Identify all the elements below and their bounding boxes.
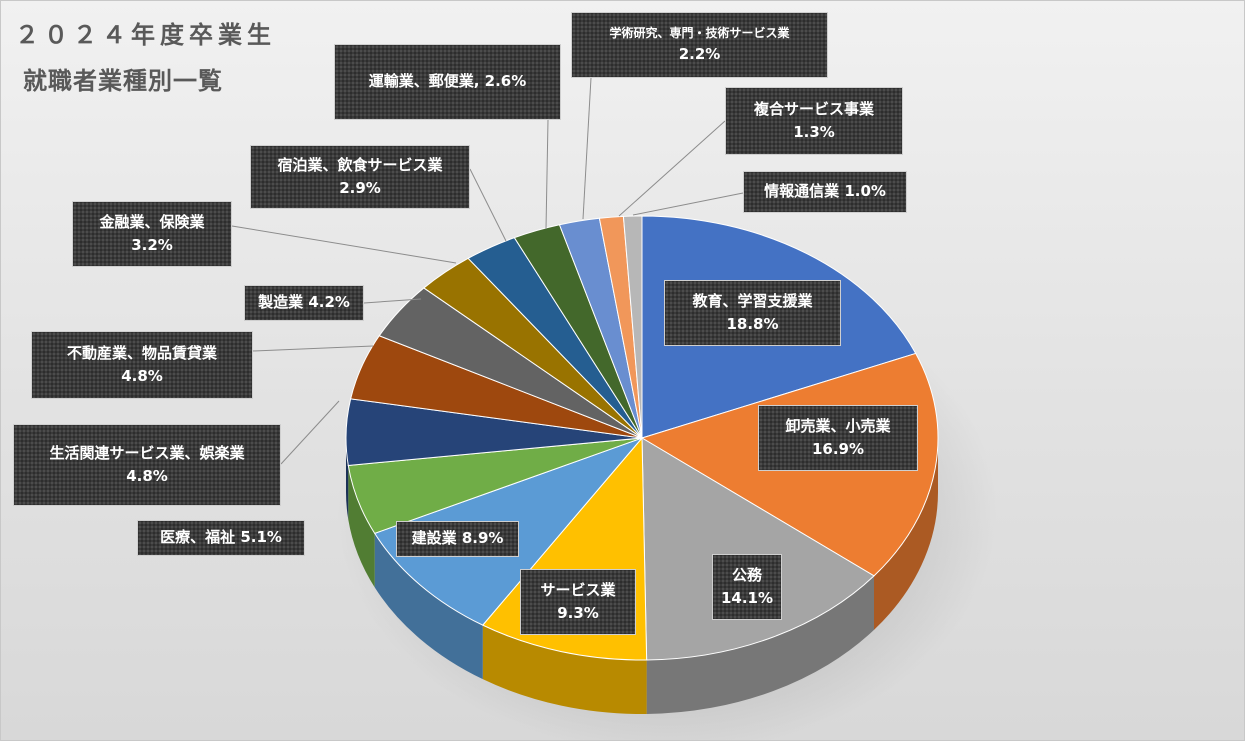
data-label-category: 製造業	[258, 293, 304, 312]
data-label-category: 生活関連サービス業、娯楽業	[49, 443, 245, 462]
data-label-category: 複合サービス事業	[753, 99, 874, 118]
data-label-13: 複合サービス事業 1.3%	[725, 87, 903, 155]
data-label-value: 1.3%	[793, 123, 835, 141]
data-label-4: 建設業 8.9%	[396, 521, 519, 557]
data-label-category: 学術研究、専門・技術サービス業	[609, 26, 790, 41]
leader-line-11	[545, 119, 549, 230]
data-label-category: 医療、福祉	[160, 528, 236, 547]
data-label-value: 18.8%	[726, 315, 779, 333]
pie-side-1	[874, 438, 938, 630]
chart-subtitle: 就職者業種別一覧	[23, 67, 223, 95]
data-label-separator: ,	[473, 72, 485, 91]
data-label-2: 公務 14.1%	[712, 554, 782, 620]
data-label-row: 運輸業、郵便業, 2.6%	[369, 70, 527, 93]
data-label-6: 生活関連サービス業、娯楽業 4.8%	[13, 424, 281, 506]
data-label-12: 学術研究、専門・技術サービス業 2.2%	[571, 12, 828, 78]
data-label-9: 金融業、保険業 3.2%	[72, 201, 232, 267]
data-label-value: 4.8%	[126, 467, 168, 485]
pie-side-4	[374, 533, 483, 680]
data-label-7: 不動産業、物品賃貸業 4.8%	[31, 331, 253, 399]
data-label-category: 金融業、保険業	[99, 212, 205, 231]
data-label-5: 医療、福祉 5.1%	[137, 520, 305, 556]
data-label-10: 宿泊業、飲食サービス業 2.9%	[250, 145, 470, 209]
data-label-value: 4.8%	[121, 367, 163, 385]
data-label-3: サービス業 9.3%	[520, 569, 636, 635]
leader-line-10	[469, 168, 507, 242]
data-label-11: 運輸業、郵便業, 2.6%	[334, 44, 561, 120]
data-label-row: 製造業 4.2%	[258, 291, 350, 314]
data-label-category: 建設業	[411, 529, 457, 548]
data-label-14: 情報通信業 1.0%	[743, 171, 907, 213]
leader-line-8	[363, 298, 422, 304]
data-label-value: 4.2%	[308, 293, 350, 312]
data-label-category: 宿泊業、飲食サービス業	[277, 155, 443, 174]
data-label-value: 5.1%	[240, 528, 282, 547]
data-label-value: 3.2%	[131, 236, 173, 254]
pie-side-2	[646, 575, 875, 714]
data-label-category: 卸売業、小売業	[785, 416, 891, 435]
pie-side-3	[482, 625, 647, 714]
data-label-value: 2.2%	[678, 44, 721, 63]
chart-title: ２０２４年度卒業生	[15, 21, 276, 49]
data-label-category: 運輸業、郵便業	[368, 72, 474, 91]
data-label-row: 情報通信業 1.0%	[764, 180, 886, 203]
data-label-0: 教育、学習支援業 18.8%	[664, 280, 841, 346]
leader-line-14	[632, 192, 744, 216]
data-label-value: 8.9%	[461, 529, 504, 548]
pie-slice-14	[622, 215, 643, 439]
data-label-row: 医療、福祉 5.1%	[160, 526, 282, 549]
leader-line-9	[231, 225, 457, 264]
data-label-category: 情報通信業	[764, 182, 840, 201]
data-label-value: 1.0%	[844, 182, 886, 201]
data-label-value: 9.3%	[557, 604, 599, 622]
pie-side-6	[346, 438, 349, 520]
data-label-value: 16.9%	[811, 440, 865, 458]
data-label-category: サービス業	[540, 580, 616, 599]
pie-slice-2	[641, 437, 875, 661]
data-label-value: 2.9%	[339, 179, 381, 197]
data-label-8: 製造業 4.2%	[244, 285, 364, 321]
data-label-value: 14.1%	[720, 589, 774, 607]
leader-line-7	[252, 345, 374, 352]
leader-line-12	[582, 77, 592, 220]
data-label-category: 公務	[731, 565, 762, 584]
data-label-category: 不動産業、物品賃貸業	[66, 343, 217, 362]
leader-line-13	[618, 120, 726, 217]
pie-side-5	[348, 465, 375, 588]
data-label-row: 建設業 8.9%	[412, 527, 504, 550]
leader-line-6	[280, 400, 340, 465]
data-label-1: 卸売業、小売業 16.9%	[758, 405, 918, 471]
data-label-category: 教育、学習支援業	[692, 291, 813, 310]
data-label-value: 2.6%	[484, 72, 527, 91]
